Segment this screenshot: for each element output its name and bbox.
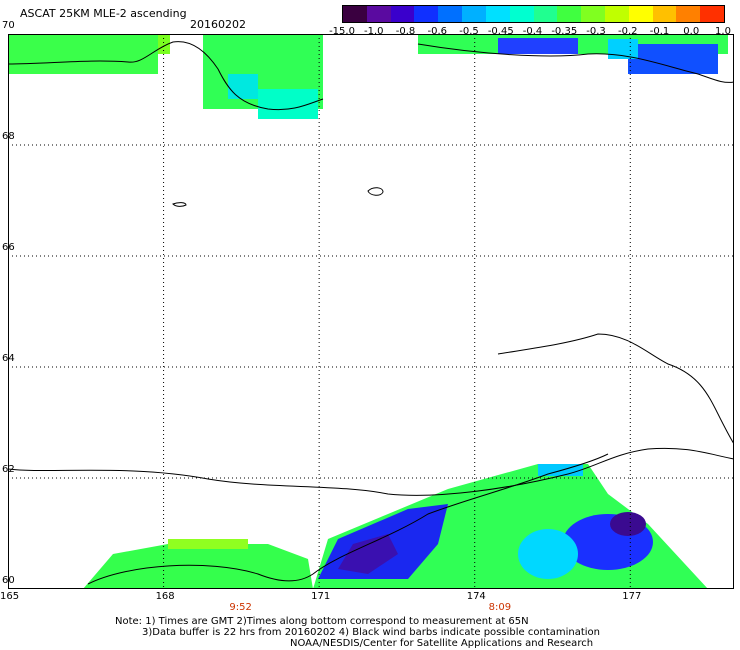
coast-top-right [417, 43, 734, 83]
color-scale-swatch [676, 6, 701, 22]
color-scale-label: 0.0 [683, 26, 700, 37]
color-scale-swatch [509, 6, 534, 22]
map-title: ASCAT 25KM MLE-2 ascending [20, 8, 187, 20]
longitude-label: 168 [155, 591, 175, 602]
color-scale-swatch [652, 6, 677, 22]
color-scale-swatch [366, 6, 391, 22]
color-scale-swatch [628, 6, 653, 22]
coast-bottom [8, 447, 734, 496]
color-scale-swatch [581, 6, 605, 22]
color-scale-label: -0.4 [522, 26, 543, 37]
swath-bottom-dark-left [338, 534, 398, 574]
plot-border [8, 34, 734, 589]
color-scale-swatch [533, 6, 558, 22]
latitude-label: 70 [2, 20, 15, 31]
note-line-1: Note: 1) Times are GMT 2)Times along bot… [115, 616, 529, 627]
color-scale-label: -1.0 [363, 26, 384, 37]
island-1 [367, 187, 384, 196]
coastlines [8, 41, 734, 585]
swath-top-right-blue2 [628, 44, 718, 74]
latitude-label: 68 [2, 131, 15, 142]
color-scale-swatch [700, 6, 724, 22]
color-scale-label: -0.6 [427, 26, 448, 37]
swath-top-left-edge [158, 34, 170, 54]
coast-bottom-swath [87, 453, 609, 585]
map-plot [8, 34, 734, 589]
swath-bottom-cyan [518, 529, 578, 579]
color-scale-label: -0.35 [551, 26, 578, 37]
color-scale-bar [342, 5, 725, 23]
latitude-label: 66 [2, 242, 15, 253]
graticule [8, 34, 734, 589]
color-scale-labels: -15.0 -1.0 -0.8 -0.6 -0.5 -0.45 -0.4 -0.35 -0.3-… [329, 26, 732, 38]
swath-bottom-dark-right [610, 512, 646, 536]
color-scale-label: -0.2 [617, 26, 638, 37]
coast-right-mid [497, 333, 734, 445]
color-scale-swatch [414, 6, 439, 22]
color-scale-swatch [390, 6, 415, 22]
latitude-label: 62 [2, 464, 15, 475]
color-scale-label: -0.3 [586, 26, 606, 37]
color-scale-label: -0.1 [649, 26, 670, 37]
color-scale-swatch [604, 6, 629, 22]
color-scale-swatch [438, 6, 463, 22]
note-line-3: NOAA/NESDIS/Center for Satellite Applica… [290, 638, 594, 649]
latitude-label: 64 [2, 353, 15, 364]
longitude-label: 174 [466, 591, 486, 602]
color-scale-label: -0.45 [487, 26, 514, 37]
color-scale-label: 1.0 [715, 26, 731, 37]
color-scale-label: -0.8 [395, 26, 416, 37]
title-text: ASCAT 25KM MLE-2 ascending [20, 7, 187, 20]
color-scale-swatch [462, 6, 486, 22]
swath-top-right-blue [498, 38, 578, 54]
color-scale-label: -0.5 [459, 26, 479, 37]
latitude-label: 60 [2, 575, 15, 586]
swath-bottom-left [83, 544, 313, 589]
island-2 [172, 202, 187, 207]
longitude-label: 171 [311, 591, 331, 602]
map-date: 20160202 [190, 18, 246, 31]
note-line-2: 3)Data buffer is 22 hrs from 20160202 4)… [142, 627, 600, 638]
color-scale-label: -15.0 [329, 26, 355, 37]
swath-time-label: 8:09 [488, 602, 512, 613]
swath-top-left [8, 34, 158, 74]
data-swaths [8, 34, 728, 589]
swath-top-mid-cyan2 [228, 74, 258, 99]
color-scale-swatch [485, 6, 510, 22]
swath-bottom-left-top [168, 539, 248, 549]
coast-top-left [8, 41, 324, 111]
longitude-label: 165 [0, 591, 20, 602]
swath-time-label: 9:52 [229, 602, 252, 613]
color-scale-swatch [343, 6, 367, 22]
color-scale-swatch [557, 6, 582, 22]
longitude-label: 177 [622, 591, 642, 602]
